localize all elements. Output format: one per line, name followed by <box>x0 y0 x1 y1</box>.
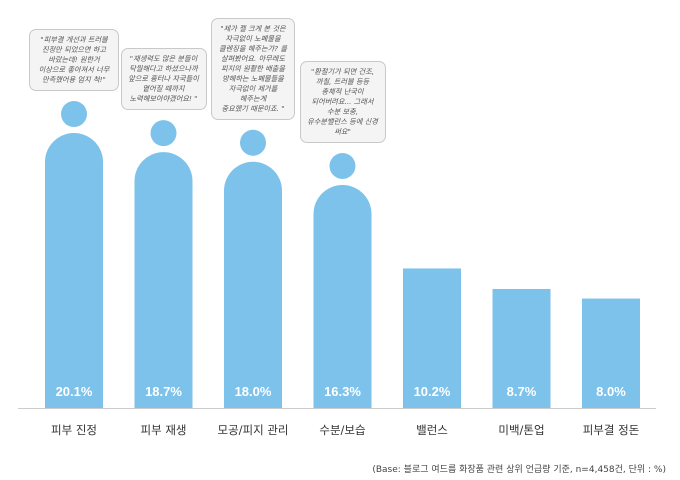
quote-bubble: "제가 젤 크게 본 것은 자극없이 노폐물을 클렌징을 해주는가? 를 살펴봤… <box>211 17 295 120</box>
value-label: 8.7% <box>507 384 537 399</box>
value-label: 20.1% <box>56 384 93 399</box>
bar <box>582 298 640 408</box>
category-label: 수분/보습 <box>319 423 365 437</box>
value-label: 18.0% <box>235 384 272 399</box>
bar-head <box>240 129 266 156</box>
value-label: 8.0% <box>596 384 626 399</box>
bar <box>492 288 551 408</box>
bar-head <box>329 152 356 179</box>
value-label: 18.7% <box>145 384 182 399</box>
value-label: 10.2% <box>414 384 451 399</box>
bar <box>403 268 461 408</box>
chart-footnote: (Base: 블로그 여드름 화장품 관련 상위 언급량 기준, n=4,458… <box>372 465 666 475</box>
bar <box>224 161 282 408</box>
quote-bubble: "재생력도 많은 분들이 탁월해다고 하셨으나까 앞으로 흉터나 자국들이 옅어… <box>120 48 207 111</box>
bar <box>134 152 193 408</box>
category-label: 피부결 정돈 <box>583 423 640 437</box>
quote-bubble: "피부결 개선과 트러블 진정만 되었으면 하고 바랐는데! 원한거 이상으로 … <box>29 29 119 91</box>
bar <box>313 184 372 408</box>
bar-head <box>150 120 177 147</box>
bar <box>45 133 103 408</box>
value-label: 16.3% <box>324 384 361 399</box>
category-label: 밸런스 <box>416 423 448 437</box>
category-label: 모공/피지 관리 <box>217 423 288 437</box>
quote-bubble: "환절기가 되면 건조, 까칠, 트러블 등등 총체적 난국이 되어버려요...… <box>299 60 386 143</box>
bar-head <box>61 101 87 127</box>
category-label: 피부 진정 <box>51 423 97 437</box>
category-label: 피부 재생 <box>141 423 187 437</box>
category-label: 미백/톤업 <box>498 423 544 437</box>
